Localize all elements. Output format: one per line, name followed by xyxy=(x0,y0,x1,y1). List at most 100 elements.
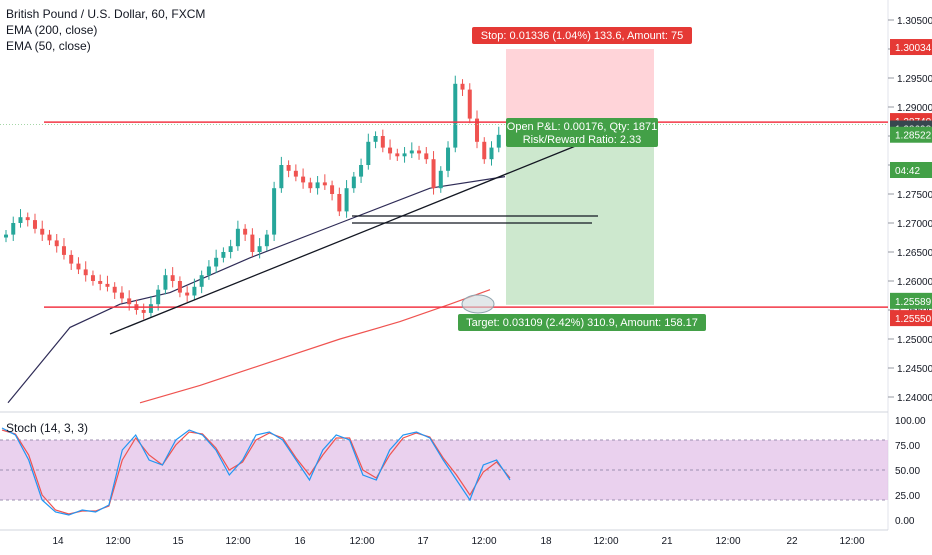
candle-body xyxy=(11,223,16,235)
time-tick-label: 12:00 xyxy=(105,536,130,547)
candle-body xyxy=(221,252,226,258)
candle-body xyxy=(47,234,52,241)
candle-body xyxy=(148,304,153,313)
time-tick-label: 12:00 xyxy=(839,536,864,547)
price-tick-label: 1.29500 xyxy=(897,74,932,85)
candle-body xyxy=(402,153,407,157)
ema50-legend[interactable]: EMA (50, close) xyxy=(6,39,91,53)
candle-body xyxy=(337,194,342,212)
candle-body xyxy=(119,292,124,299)
candle-body xyxy=(83,269,88,276)
stop-price-badge-bg xyxy=(890,39,932,56)
pnl-label-text: Risk/Reward Ratio: 2.33 xyxy=(523,134,642,146)
ema50-line xyxy=(7,176,506,404)
candle-body xyxy=(54,240,59,247)
stop-price-badge: 1.30034 xyxy=(895,43,932,54)
candle-body xyxy=(40,228,45,235)
candle-body xyxy=(409,150,414,154)
candle-body xyxy=(308,182,313,189)
candle-body xyxy=(467,89,472,119)
candle-body xyxy=(380,136,385,148)
candle-body xyxy=(359,165,364,177)
time-tick-label: 22 xyxy=(786,536,798,547)
candle-body xyxy=(170,275,175,281)
time-tick-label: 12:00 xyxy=(593,536,618,547)
target-price-badge-bg xyxy=(890,292,932,309)
candle-body xyxy=(185,292,190,296)
candle-body xyxy=(489,147,494,160)
drawings[interactable] xyxy=(0,121,888,335)
time-tick-label: 17 xyxy=(417,536,429,547)
candle-body xyxy=(453,83,458,148)
last-price-badge-bg xyxy=(890,126,932,143)
countdown-badge: 04:42 xyxy=(895,166,920,177)
symbol-title[interactable]: British Pound / U.S. Dollar, 60, FXCM xyxy=(6,7,206,21)
stoch-tick-label: 100.00 xyxy=(895,416,926,427)
trend-line xyxy=(109,144,579,335)
candles xyxy=(4,75,501,320)
price-badges: 1.300341.287401.286981.2852204:421.25589… xyxy=(890,39,932,327)
candle-body xyxy=(460,83,465,90)
stoch-tick-label: 0.00 xyxy=(895,516,915,527)
candle-body xyxy=(214,257,219,267)
candle-body xyxy=(163,275,168,290)
candle-body xyxy=(235,228,240,247)
price-tick-label: 1.29000 xyxy=(897,103,932,114)
time-tick-label: 21 xyxy=(661,536,673,547)
target-label-bg xyxy=(458,314,706,331)
time-tick-label: 12:00 xyxy=(349,536,374,547)
stoch-k-line xyxy=(1,427,511,516)
price-tick-label: 1.26000 xyxy=(897,277,932,288)
candle-body xyxy=(395,153,400,157)
candle-body xyxy=(417,150,422,154)
candle-body xyxy=(475,118,480,142)
price-tick-label: 1.24000 xyxy=(897,393,932,404)
candle-body xyxy=(482,141,487,160)
support-price-badge: 1.25550 xyxy=(895,314,932,325)
stochastic-pane xyxy=(0,427,888,516)
candle-body xyxy=(322,182,327,186)
stop-label-text: Stop: 0.01336 (1.04%) 133.6, Amount: 75 xyxy=(481,30,683,42)
target-label: Target: 0.03109 (2.42%) 310.9, Amount: 1… xyxy=(458,314,706,331)
candle-body xyxy=(156,289,161,305)
candle-body xyxy=(301,176,306,183)
trade-labels[interactable]: Stop: 0.01336 (1.04%) 133.6, Amount: 75 O… xyxy=(458,27,706,331)
candle-body xyxy=(243,228,248,235)
stoch-tick-label: 75.00 xyxy=(895,441,920,452)
candle-body xyxy=(25,217,30,221)
stop-label-bg xyxy=(472,27,692,44)
candle-body xyxy=(105,283,110,287)
candle-body xyxy=(431,159,436,189)
time-tick-label: 12:00 xyxy=(225,536,250,547)
target-price-badge: 1.25589 xyxy=(895,297,932,308)
time-tick-label: 16 xyxy=(294,536,306,547)
candle-body xyxy=(257,246,262,252)
ema200-legend[interactable]: EMA (200, close) xyxy=(6,23,98,37)
candle-body xyxy=(76,263,81,270)
candle-body xyxy=(286,165,291,171)
time-tick-label: 12:00 xyxy=(471,536,496,547)
price-tick-label: 1.26500 xyxy=(897,248,932,259)
stoch-tick-label: 25.00 xyxy=(895,491,920,502)
price-tick-label: 1.25000 xyxy=(897,335,932,346)
candle-body xyxy=(192,286,197,296)
candle-body xyxy=(373,136,378,142)
candle-body xyxy=(90,275,95,281)
candle-body xyxy=(4,234,8,238)
candle-body xyxy=(69,254,74,264)
price-tick-label: 1.24500 xyxy=(897,364,932,375)
chart-legend: British Pound / U.S. Dollar, 60, FXCM EM… xyxy=(6,6,205,54)
time-tick-label: 12:00 xyxy=(715,536,740,547)
candle-body xyxy=(264,234,269,247)
price-tick-label: 1.30500 xyxy=(897,16,932,27)
target-zone xyxy=(506,124,654,305)
pnl-label-bg xyxy=(506,118,658,147)
candle-body xyxy=(438,170,443,189)
target-label-text: Target: 0.03109 (2.42%) 310.9, Amount: 1… xyxy=(466,317,698,329)
candle-body xyxy=(293,170,298,177)
candle-body xyxy=(388,147,393,154)
ema200-line xyxy=(139,289,491,404)
stoch-legend[interactable]: Stoch (14, 3, 3) xyxy=(6,421,89,435)
